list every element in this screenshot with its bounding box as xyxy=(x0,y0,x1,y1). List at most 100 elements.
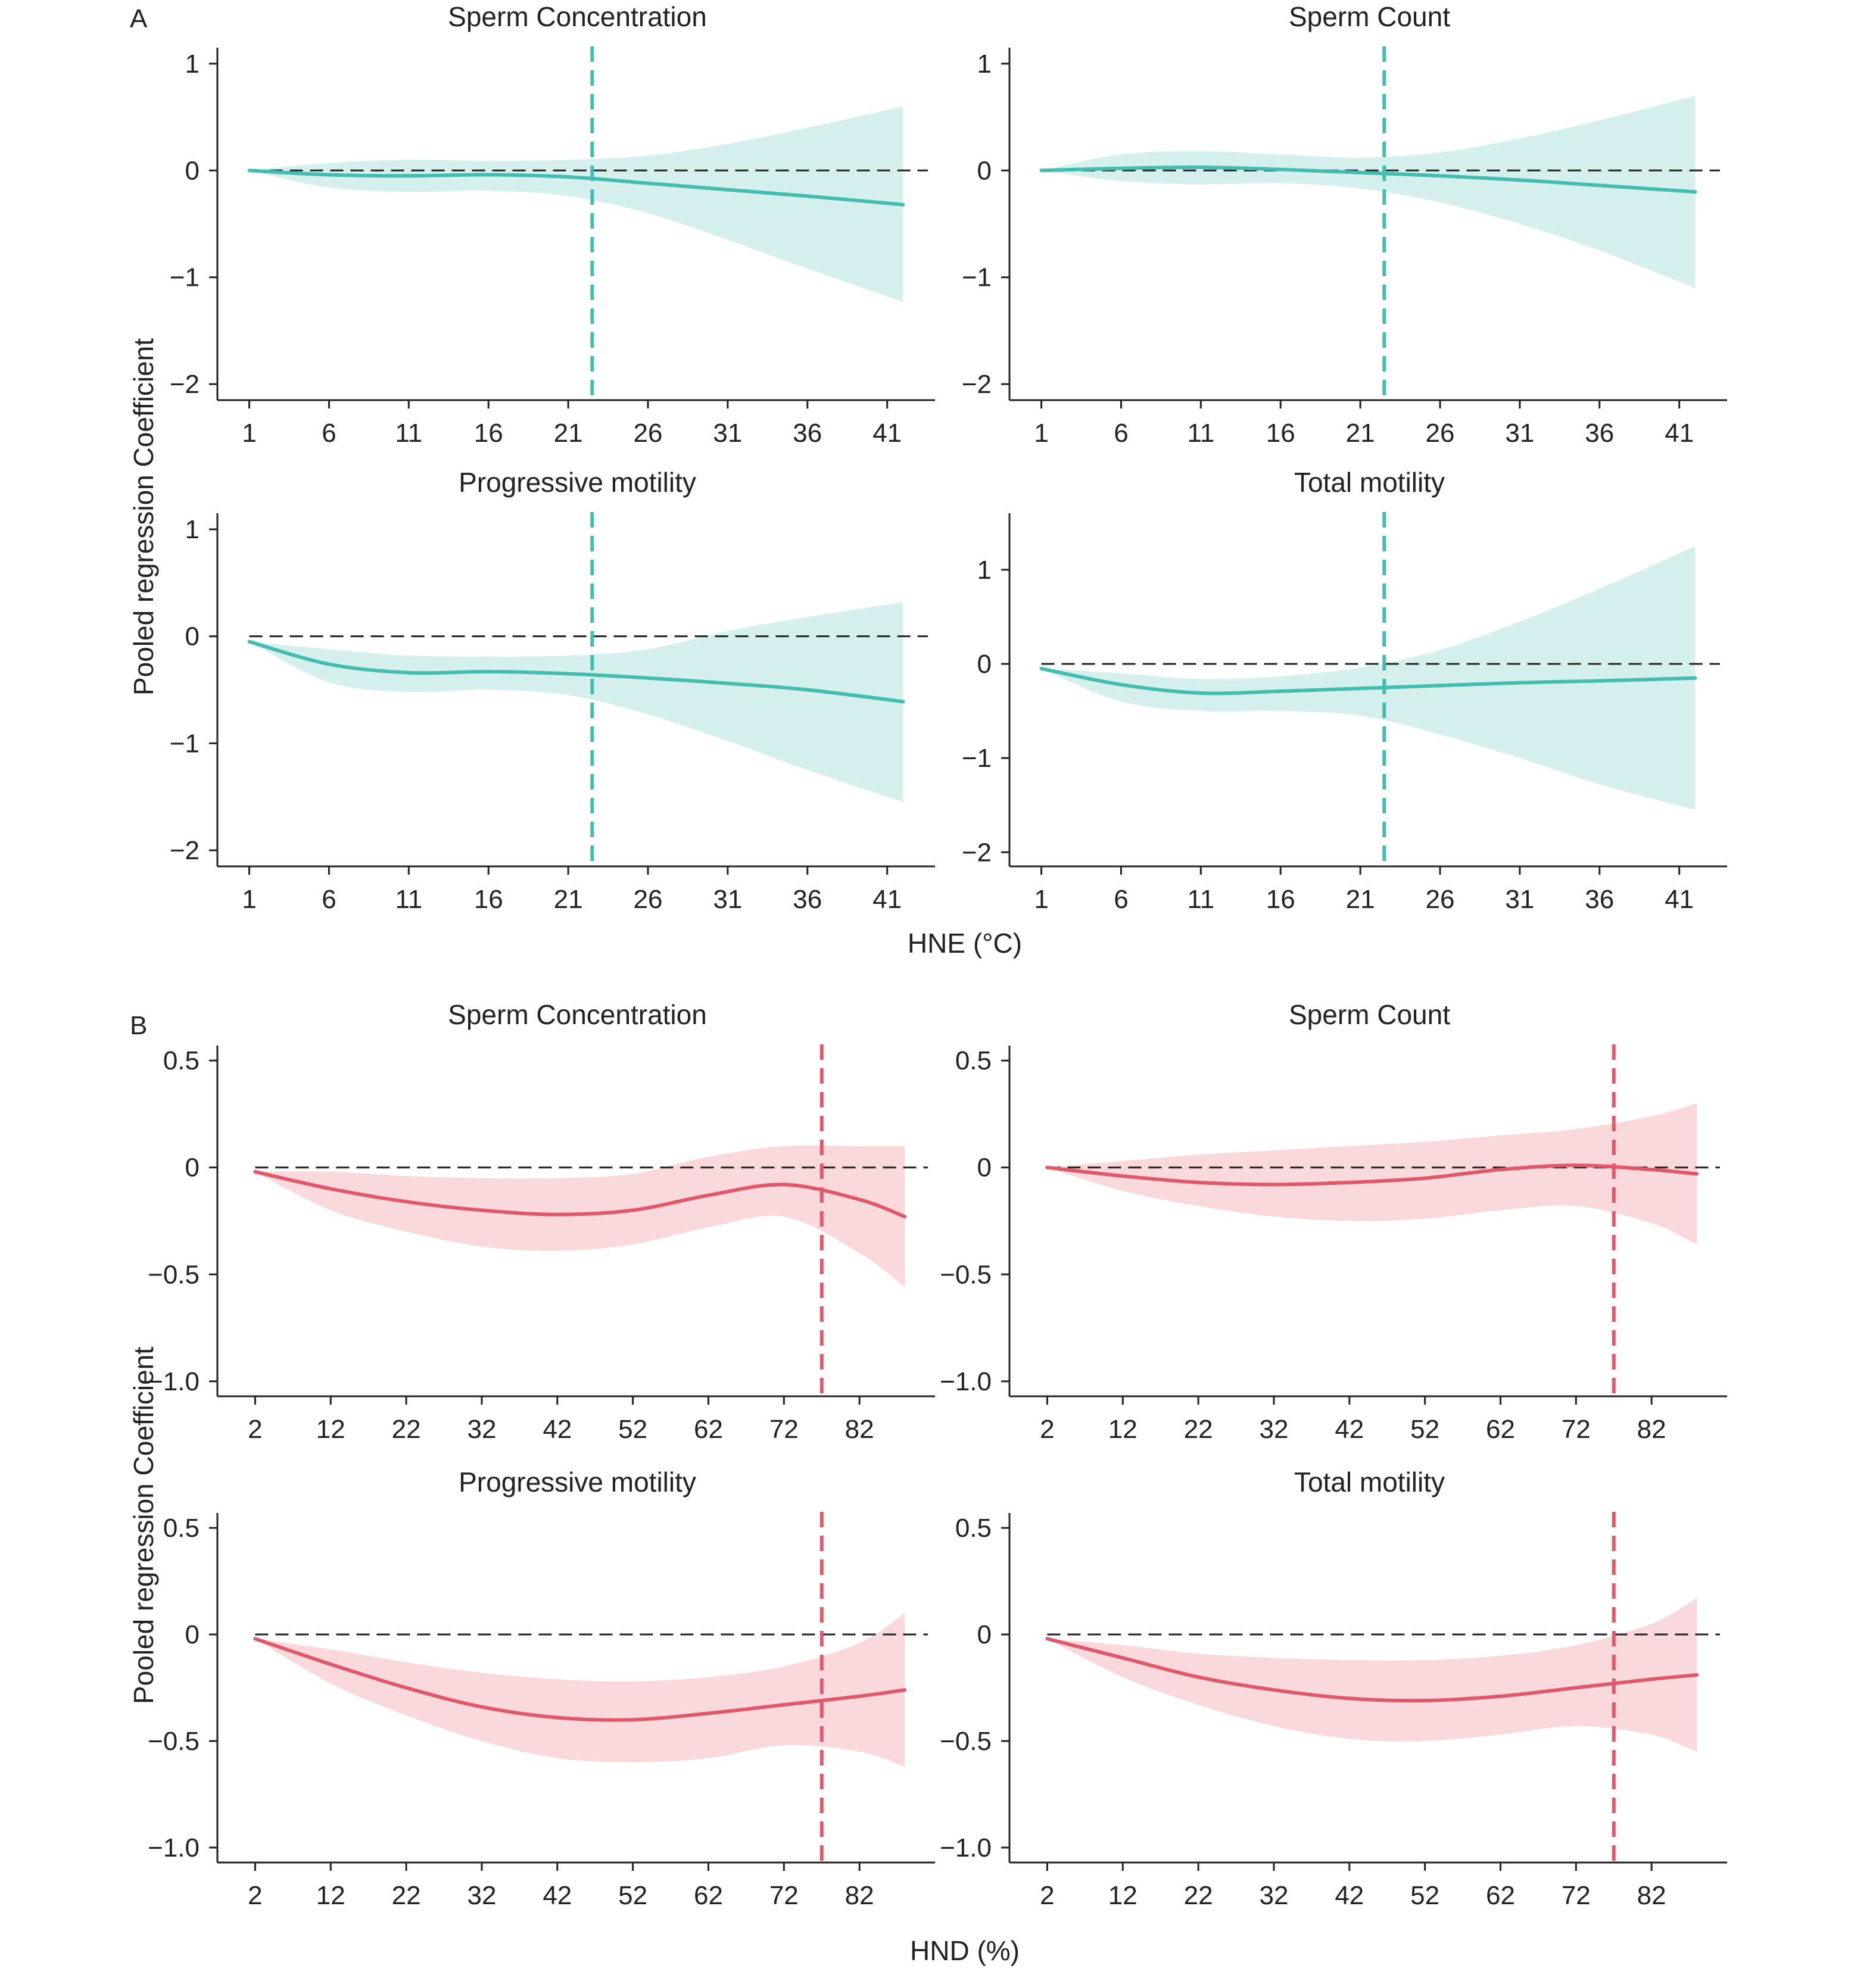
confidence-band xyxy=(1041,546,1696,810)
x-tick-label: 16 xyxy=(1266,885,1295,914)
y-tick-label: −1 xyxy=(170,729,200,758)
y-tick-label: 0 xyxy=(185,622,200,651)
x-tick-label: 52 xyxy=(1410,1415,1439,1444)
x-tick-label: 6 xyxy=(1114,885,1128,914)
y-tick-label: 0 xyxy=(977,156,992,185)
x-tick-label: 6 xyxy=(322,885,336,914)
x-tick-label: 42 xyxy=(543,1415,572,1444)
estimate-line xyxy=(247,639,905,704)
x-tick-label: 72 xyxy=(769,1881,799,1910)
y-tick-label: 0.5 xyxy=(163,1046,200,1075)
x-tick-label: 26 xyxy=(1426,885,1455,914)
x-tick-label: 31 xyxy=(1505,885,1534,914)
plot-b-sperm-concentration: Sperm Concentration 0.5 0 −0.5 −1.0 2 12 22 32 42… xyxy=(148,999,935,1444)
x-tick-label: 36 xyxy=(793,419,822,448)
x-tick-label: 16 xyxy=(1266,419,1295,448)
x-tick-label: 62 xyxy=(694,1881,723,1910)
x-tick-label: 52 xyxy=(618,1881,647,1910)
x-tick-label: 16 xyxy=(474,885,503,914)
x-tick-label: 26 xyxy=(634,419,663,448)
panel-title: Progressive motility xyxy=(459,1467,696,1498)
y-tick-label: 1 xyxy=(977,49,992,79)
y-tick-label: −2 xyxy=(170,836,200,865)
panel-title: Sperm Concentration xyxy=(448,999,707,1030)
y-tick-label: −2 xyxy=(962,370,992,399)
y-tick-label: −1.0 xyxy=(940,1833,992,1863)
x-tick-label: 31 xyxy=(713,885,742,914)
x-tick-label: 32 xyxy=(467,1415,496,1444)
x-tick-label: 42 xyxy=(1335,1415,1364,1444)
estimate-line xyxy=(1039,666,1697,695)
y-tick-label: 0 xyxy=(977,1153,992,1183)
x-tick-label: 12 xyxy=(1108,1415,1138,1444)
panel-letter-b: B xyxy=(130,1011,147,1040)
x-tick-label: 1 xyxy=(242,885,256,914)
x-tick-label: 26 xyxy=(634,885,663,914)
x-tick-label: 26 xyxy=(1426,419,1455,448)
x-tick-label: 82 xyxy=(845,1415,874,1444)
x-tick-label: 62 xyxy=(1486,1881,1515,1910)
plot-b-sperm-count: Sperm Count 0.5 0 −0.5 −1.0 2 12 22 32 42 52 62 72 82 xyxy=(940,999,1727,1444)
plot-b-progressive-motility: Progressive motility 0.5 0 −0.5 −1.0 2 12 22 32 4… xyxy=(148,1467,935,1910)
y-tick-label: 1 xyxy=(185,515,200,544)
y-axis-title-b: Pooled regression Coefficient xyxy=(128,1347,159,1704)
x-tick-label: 82 xyxy=(845,1881,874,1910)
x-tick-label: 2 xyxy=(248,1881,262,1910)
y-tick-label: −1 xyxy=(170,263,200,292)
y-tick-label: 0.5 xyxy=(163,1514,200,1543)
panel-title: Total motility xyxy=(1294,467,1445,498)
x-tick-label: 52 xyxy=(1410,1881,1439,1910)
x-tick-label: 32 xyxy=(1259,1415,1288,1444)
estimate-line xyxy=(253,1637,907,1722)
estimate-line xyxy=(1045,1637,1699,1703)
x-tick-label: 31 xyxy=(713,419,742,448)
y-tick-label: 0.5 xyxy=(955,1046,992,1075)
x-tick-label: 41 xyxy=(1665,885,1694,914)
y-tick-label: 1 xyxy=(977,556,992,585)
x-tick-label: 21 xyxy=(1346,885,1375,914)
x-tick-label: 6 xyxy=(322,419,336,448)
x-tick-label: 72 xyxy=(1562,1881,1591,1910)
x-tick-label: 2 xyxy=(248,1415,262,1444)
confidence-band xyxy=(255,1145,905,1287)
estimate-line xyxy=(1039,165,1697,194)
x-tick-label: 41 xyxy=(1665,419,1694,448)
confidence-band xyxy=(1041,95,1696,288)
y-tick-label: −1 xyxy=(962,744,992,773)
y-tick-label: 0 xyxy=(185,1153,200,1183)
x-tick-label: 2 xyxy=(1040,1415,1054,1444)
plot-b-total-motility: Total motility 0.5 0 −0.5 −1.0 2 12 22 32 42 52 62 7… xyxy=(940,1467,1727,1910)
x-tick-label: 82 xyxy=(1637,1881,1666,1910)
panel-title: Total motility xyxy=(1294,1467,1445,1498)
y-tick-label: −2 xyxy=(170,370,200,399)
x-tick-label: 21 xyxy=(554,419,583,448)
x-tick-label: 12 xyxy=(316,1881,345,1910)
x-axis-title-b: HND (%) xyxy=(910,1935,1020,1966)
y-tick-label: −0.5 xyxy=(940,1260,992,1289)
confidence-band xyxy=(255,1613,905,1767)
y-tick-label: 0 xyxy=(977,650,992,679)
x-tick-label: 62 xyxy=(1486,1415,1515,1444)
x-tick-label: 1 xyxy=(1034,419,1048,448)
confidence-band xyxy=(1047,1598,1697,1752)
x-tick-label: 32 xyxy=(467,1881,496,1910)
panel-title: Sperm Count xyxy=(1289,1,1450,32)
x-tick-label: 22 xyxy=(392,1881,421,1910)
y-axis-title-a: Pooled regression Coefficient xyxy=(128,338,159,695)
x-tick-label: 22 xyxy=(1184,1881,1213,1910)
y-tick-label: 0 xyxy=(977,1620,992,1649)
x-tick-label: 11 xyxy=(395,419,422,448)
x-tick-label: 62 xyxy=(694,1415,723,1444)
confidence-band xyxy=(1047,1103,1697,1244)
y-tick-label: −0.5 xyxy=(940,1727,992,1756)
x-tick-label: 21 xyxy=(1346,419,1375,448)
x-tick-label: 22 xyxy=(392,1415,421,1444)
x-tick-label: 36 xyxy=(793,885,822,914)
y-tick-label: −1.0 xyxy=(148,1833,200,1863)
x-tick-label: 31 xyxy=(1505,419,1534,448)
